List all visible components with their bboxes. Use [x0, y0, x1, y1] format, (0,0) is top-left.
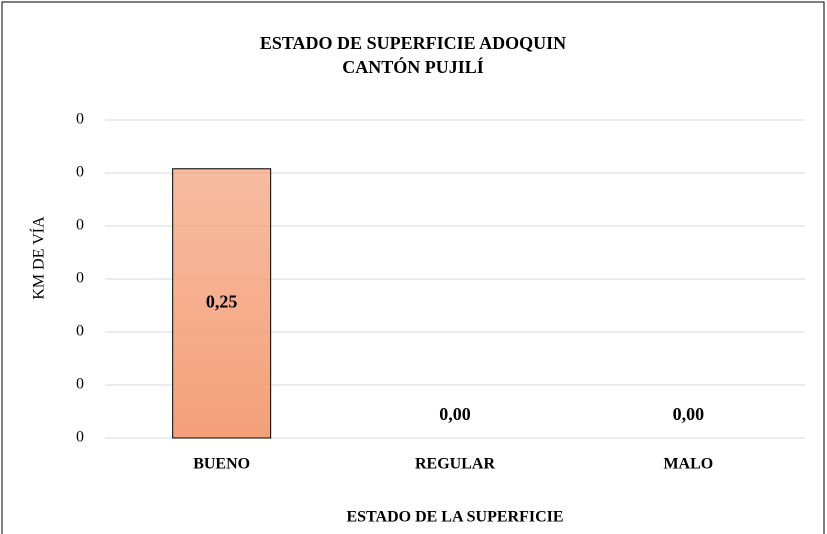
- y-axis-title: KM DE VÍA: [29, 216, 48, 300]
- y-tick-label: 0: [76, 164, 84, 181]
- y-tick-label: 0: [76, 217, 84, 234]
- y-tick-label: 0: [76, 270, 84, 287]
- x-tick-label: MALO: [663, 456, 713, 473]
- bar: [172, 168, 272, 439]
- chart-title: ESTADO DE SUPERFICIE ADOQUIN: [260, 33, 566, 53]
- chart-title: CANTÓN PUJILÍ: [342, 56, 484, 77]
- x-tick-label: REGULAR: [415, 456, 495, 473]
- y-tick-label: 0: [76, 323, 84, 340]
- y-tick-label: 0: [76, 376, 84, 393]
- data-label: 0,00: [439, 404, 471, 424]
- y-tick-label: 0: [76, 429, 84, 446]
- data-label: 0,00: [673, 404, 705, 424]
- x-axis-title: ESTADO DE LA SUPERFICIE: [346, 509, 563, 526]
- data-label: 0,25: [206, 292, 238, 312]
- x-tick-label: BUENO: [193, 456, 250, 473]
- y-tick-label: 0: [76, 111, 84, 128]
